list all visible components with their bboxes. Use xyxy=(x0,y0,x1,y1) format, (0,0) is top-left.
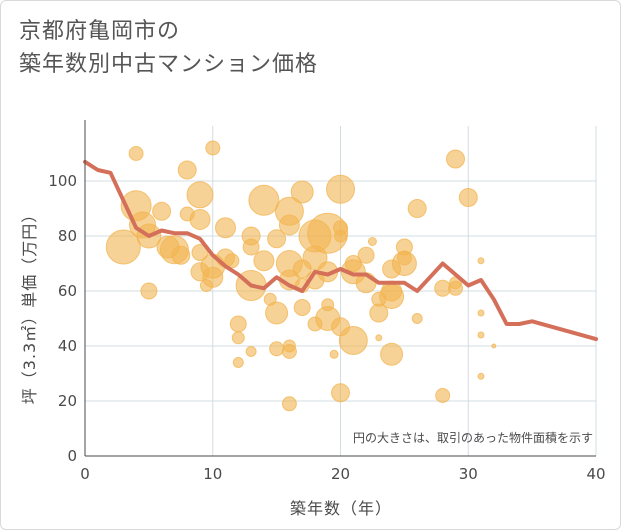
bubble-point xyxy=(267,229,287,249)
axes xyxy=(84,120,596,457)
x-tick-label: 40 xyxy=(586,465,605,483)
bubble-point xyxy=(407,199,427,218)
bubble-point xyxy=(331,383,350,403)
bubble-point xyxy=(367,237,377,246)
bubble-point xyxy=(477,309,485,317)
trend-line-series xyxy=(83,159,598,342)
bubble-point xyxy=(189,209,211,230)
bubble-point xyxy=(338,326,368,355)
bubble-point xyxy=(448,280,463,296)
bubble-point xyxy=(491,343,497,349)
bubble-point xyxy=(248,184,280,216)
bubble-point xyxy=(477,331,485,339)
bubble-point xyxy=(215,217,236,239)
chart-title-line2: 築年数別中古マンション価格 xyxy=(19,52,319,77)
bubble-point xyxy=(477,372,485,380)
bubble-point xyxy=(231,331,245,345)
bubble-point xyxy=(329,349,339,359)
bubble-point xyxy=(281,396,297,412)
bubble-point xyxy=(202,266,224,288)
bubble-series xyxy=(105,140,497,412)
bubble-point xyxy=(369,303,389,323)
bubble-point xyxy=(334,229,347,243)
y-tick-label: 20 xyxy=(58,392,77,410)
bubble-point xyxy=(477,257,485,265)
x-tick-label: 30 xyxy=(459,465,478,483)
bubble-point xyxy=(375,334,383,342)
y-tick-label: 0 xyxy=(67,447,77,465)
x-tick-label: 10 xyxy=(203,465,222,483)
average-price-line xyxy=(83,159,598,342)
bubble-point xyxy=(380,342,404,366)
x-axis-label: 築年数（年） xyxy=(290,499,392,518)
chart-title-line1: 京都府亀岡市の xyxy=(19,19,181,44)
bubble-point xyxy=(186,181,214,209)
bubble-point xyxy=(245,346,257,357)
bubble-point xyxy=(411,313,423,324)
bubble-point xyxy=(152,201,172,221)
y-tick-label: 80 xyxy=(58,227,77,245)
bubble-point xyxy=(253,250,275,272)
bubble-point xyxy=(290,180,314,204)
bubble-point xyxy=(224,253,240,269)
bubble-point xyxy=(128,146,144,161)
y-tick-label: 40 xyxy=(58,337,77,355)
bubble-point xyxy=(281,344,297,359)
size-annotation: 円の大きさは、取引のあった物件面積を示す xyxy=(353,430,593,445)
bubble-point xyxy=(379,284,405,309)
bubble-point xyxy=(105,229,141,265)
bubble-point xyxy=(171,245,191,265)
bubble-point xyxy=(278,214,300,236)
y-tick-label: 60 xyxy=(58,282,77,300)
x-tick-label: 20 xyxy=(331,465,350,483)
bubble-point xyxy=(205,140,221,156)
x-tick-label: 0 xyxy=(80,465,90,483)
y-tick-label: 100 xyxy=(48,172,77,190)
bubble-point xyxy=(446,149,465,169)
bubble-point xyxy=(140,282,158,300)
bubble-point xyxy=(293,299,311,316)
chart-title: 京都府亀岡市の 築年数別中古マンション価格 xyxy=(19,15,318,81)
bubble-point xyxy=(229,315,247,333)
bubble-point xyxy=(326,174,355,204)
bubble-point xyxy=(391,251,417,276)
bubble-point xyxy=(357,246,375,264)
bubble-point xyxy=(177,160,197,180)
tick-labels: 0 10 20 30 40 0 20 40 60 80 100 xyxy=(48,172,605,483)
bubble-point xyxy=(458,188,478,207)
bubble-point xyxy=(435,388,451,403)
y-axis-label: 坪（3.3㎡）単価（万円） xyxy=(20,206,39,404)
bubble-point xyxy=(242,238,260,256)
bubble-point xyxy=(265,301,289,325)
bubble-point xyxy=(191,244,209,261)
bubble-point xyxy=(232,357,244,368)
bubble-point xyxy=(269,341,285,357)
